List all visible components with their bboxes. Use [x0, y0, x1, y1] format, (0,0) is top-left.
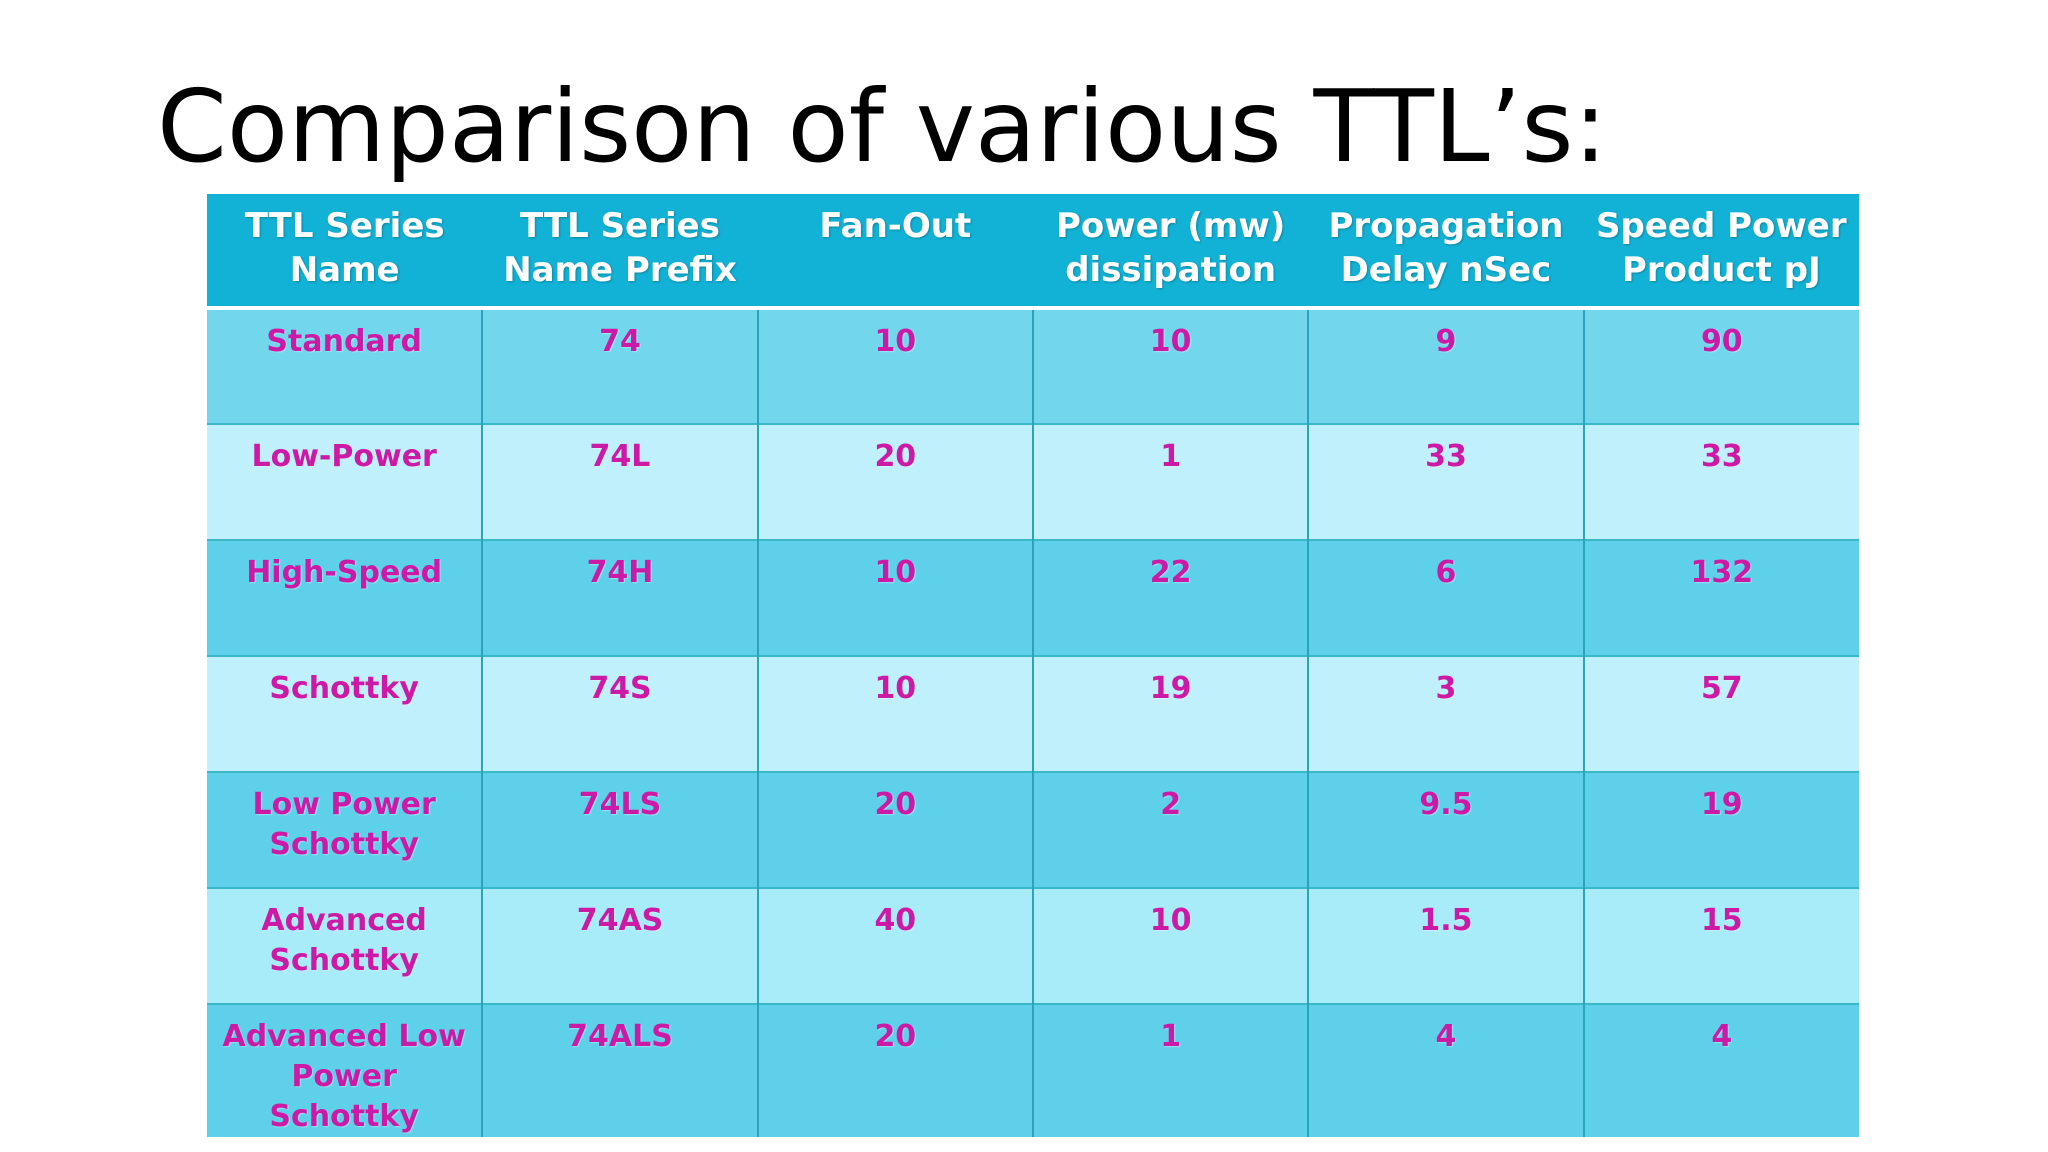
cell-speed-power-product: 33 [1582, 423, 1859, 540]
slide-title: Comparison of various TTL’s: [157, 68, 1608, 185]
cell-power-dissipation: 22 [1031, 539, 1310, 656]
cell-fan-out: 20 [756, 771, 1034, 888]
cell-name-prefix: 74AS [481, 887, 759, 1004]
table-row: Schottky 74S 10 19 3 57 [207, 655, 1859, 772]
cell-name-prefix: 74LS [481, 771, 759, 888]
cell-speed-power-product: 132 [1582, 539, 1859, 656]
cell-power-dissipation: 1 [1031, 423, 1310, 540]
table-header: TTL Series Name TTL Series Name Prefix F… [207, 194, 1859, 310]
table-row: Low-Power 74L 20 1 33 33 [207, 423, 1859, 540]
table-row: Low Power Schottky 74LS 20 2 9.5 19 [207, 771, 1859, 888]
cell-fan-out: 10 [756, 655, 1034, 772]
cell-speed-power-product: 19 [1582, 771, 1859, 888]
cell-propagation-delay: 9 [1307, 307, 1585, 424]
cell-fan-out: 20 [756, 1003, 1034, 1137]
cell-fan-out: 20 [756, 423, 1034, 540]
cell-fan-out: 10 [756, 539, 1034, 656]
cell-speed-power-product: 15 [1582, 887, 1859, 1004]
cell-name-prefix: 74H [481, 539, 759, 656]
cell-series-name: Advanced Schottky [207, 887, 484, 1004]
cell-propagation-delay: 6 [1307, 539, 1585, 656]
cell-series-name: Advanced Low Power Schottky [207, 1003, 484, 1137]
table-body: Standard 74 10 10 9 90 Low-Power 74L 20 … [207, 307, 1859, 1137]
cell-power-dissipation: 10 [1031, 307, 1310, 424]
header-speed-power-product: Speed Power Product pJ [1583, 194, 1859, 310]
cell-propagation-delay: 1.5 [1307, 887, 1585, 1004]
cell-series-name: Low Power Schottky [207, 771, 484, 888]
cell-propagation-delay: 9.5 [1307, 771, 1585, 888]
cell-power-dissipation: 1 [1031, 1003, 1310, 1137]
cell-name-prefix: 74L [481, 423, 759, 540]
cell-speed-power-product: 4 [1582, 1003, 1859, 1137]
header-propagation-delay: Propagation Delay nSec [1308, 194, 1584, 310]
cell-series-name: Low-Power [207, 423, 484, 540]
cell-speed-power-product: 57 [1582, 655, 1859, 772]
cell-propagation-delay: 33 [1307, 423, 1585, 540]
header-power-dissipation: Power (mw) dissipation [1032, 194, 1309, 310]
cell-series-name: High-Speed [207, 539, 484, 656]
cell-propagation-delay: 3 [1307, 655, 1585, 772]
cell-power-dissipation: 10 [1031, 887, 1310, 1004]
cell-fan-out: 40 [756, 887, 1034, 1004]
cell-fan-out: 10 [756, 307, 1034, 424]
header-name-prefix: TTL Series Name Prefix [482, 194, 758, 310]
table-row: Advanced Low Power Schottky 74ALS 20 1 4… [207, 1003, 1859, 1137]
cell-name-prefix: 74ALS [481, 1003, 759, 1137]
table-row: Advanced Schottky 74AS 40 10 1.5 15 [207, 887, 1859, 1004]
ttl-comparison-table: TTL Series Name TTL Series Name Prefix F… [207, 194, 1859, 1137]
header-row: TTL Series Name TTL Series Name Prefix F… [207, 194, 1859, 310]
header-fan-out: Fan-Out [757, 194, 1033, 310]
cell-power-dissipation: 19 [1031, 655, 1310, 772]
cell-series-name: Schottky [207, 655, 484, 772]
header-series-name: TTL Series Name [207, 194, 483, 310]
cell-name-prefix: 74 [481, 307, 759, 424]
table-row: High-Speed 74H 10 22 6 132 [207, 539, 1859, 656]
table-row: Standard 74 10 10 9 90 [207, 307, 1859, 424]
cell-series-name: Standard [207, 307, 484, 424]
cell-power-dissipation: 2 [1031, 771, 1310, 888]
cell-speed-power-product: 90 [1582, 307, 1859, 424]
cell-propagation-delay: 4 [1307, 1003, 1585, 1137]
cell-name-prefix: 74S [481, 655, 759, 772]
